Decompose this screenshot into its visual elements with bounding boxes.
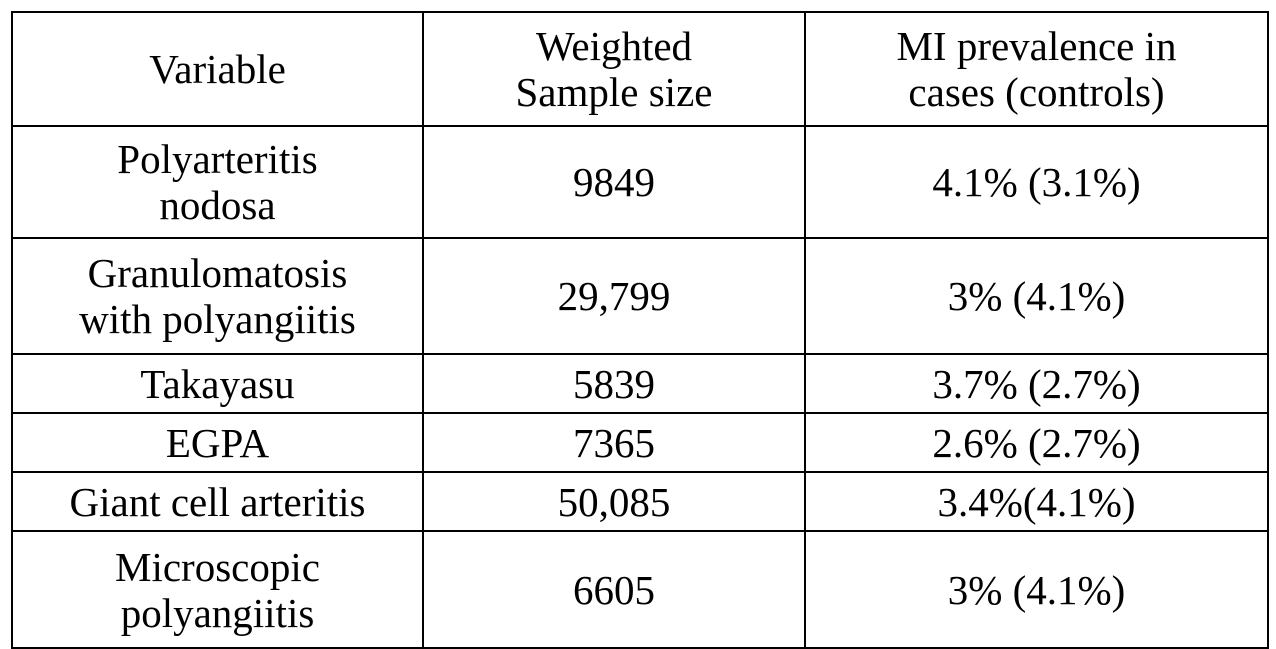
variable-cell: EGPA	[11, 412, 424, 473]
header-mi-prevalence: MI prevalence in cases (controls)	[804, 11, 1269, 127]
variable-cell: Polyarteritis nodosa	[11, 125, 424, 239]
header-sample-size: Weighted Sample size	[422, 11, 806, 127]
prevalence-cell: 3.4%(4.1%)	[804, 471, 1269, 532]
variable-cell: Granulomatosis with polyangiitis	[11, 237, 424, 355]
prevalence-cell: 3% (4.1%)	[804, 237, 1269, 355]
sample-size-cell: 9849	[422, 125, 806, 239]
sample-size-cell: 7365	[422, 412, 806, 473]
table-row: Polyarteritis nodosa 9849 4.1% (3.1%)	[11, 125, 1269, 239]
variable-cell: Giant cell arteritis	[11, 471, 424, 532]
sample-size-cell: 5839	[422, 353, 806, 414]
sample-size-cell: 29,799	[422, 237, 806, 355]
table-row: Microscopic polyangiitis 6605 3% (4.1%)	[11, 530, 1269, 649]
prevalence-cell: 3.7% (2.7%)	[804, 353, 1269, 414]
table-row: EGPA 7365 2.6% (2.7%)	[11, 412, 1269, 473]
variable-cell: Microscopic polyangiitis	[11, 530, 424, 649]
variable-cell: Takayasu	[11, 353, 424, 414]
sample-size-cell: 50,085	[422, 471, 806, 532]
table-row: Takayasu 5839 3.7% (2.7%)	[11, 353, 1269, 414]
mi-prevalence-table: Variable Weighted Sample size MI prevale…	[11, 11, 1269, 649]
sample-size-cell: 6605	[422, 530, 806, 649]
data-table-container: Variable Weighted Sample size MI prevale…	[11, 11, 1269, 649]
header-row: Variable Weighted Sample size MI prevale…	[11, 11, 1269, 127]
prevalence-cell: 2.6% (2.7%)	[804, 412, 1269, 473]
prevalence-cell: 4.1% (3.1%)	[804, 125, 1269, 239]
header-variable: Variable	[11, 11, 424, 127]
table-row: Giant cell arteritis 50,085 3.4%(4.1%)	[11, 471, 1269, 532]
table-row: Granulomatosis with polyangiitis 29,799 …	[11, 237, 1269, 355]
prevalence-cell: 3% (4.1%)	[804, 530, 1269, 649]
